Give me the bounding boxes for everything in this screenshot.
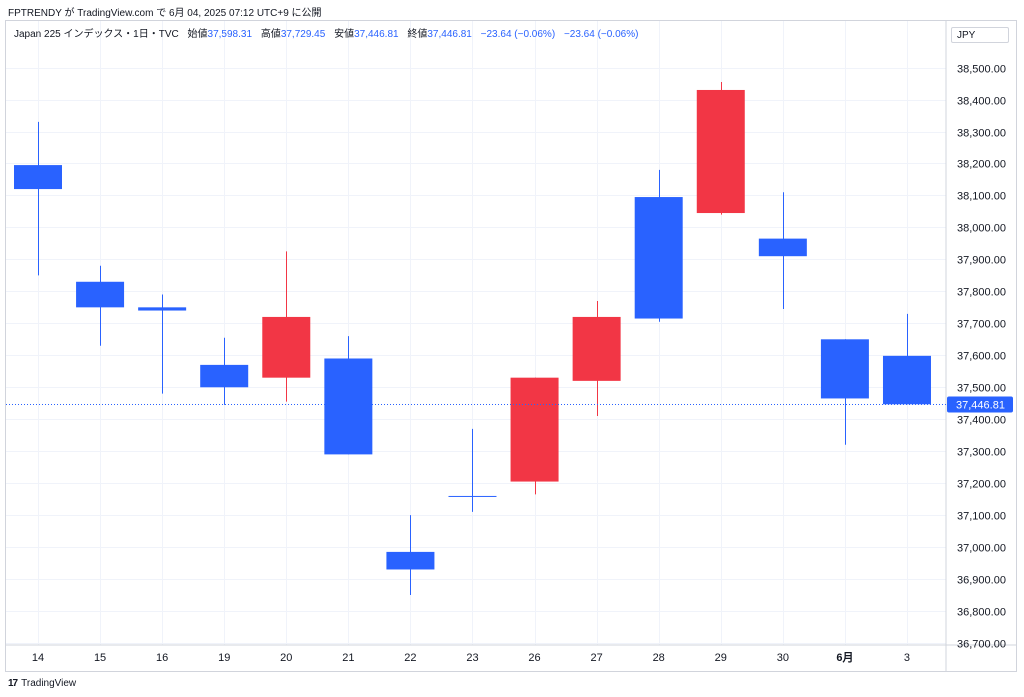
- x-tick-label: 28: [653, 652, 665, 664]
- x-tick-label: 23: [466, 652, 478, 664]
- y-tick-label: 37,100.00: [957, 511, 1006, 523]
- last-price-badge: [947, 396, 1013, 413]
- candle-body: [634, 197, 683, 319]
- y-tick-label: 36,900.00: [957, 575, 1006, 587]
- x-tick-label: 15: [94, 652, 106, 664]
- x-tick-label: 29: [715, 652, 727, 664]
- y-tick-label: 36,700.00: [957, 639, 1006, 651]
- x-axis: 14 15 16 19 20 21 22 23 26 27 28 29 30 6月 3: [32, 651, 910, 664]
- open-label: 始値: [187, 29, 208, 40]
- y-tick-label: 38,300.00: [957, 128, 1006, 140]
- x-tick-label: 6月: [836, 651, 853, 664]
- x-tick-label: 20: [280, 652, 292, 664]
- candle-body: [510, 377, 559, 482]
- x-tick-label: 22: [404, 652, 416, 664]
- last-price-line: 37,446.81: [6, 396, 1013, 413]
- candles: [14, 81, 931, 596]
- y-tick-label: 37,600.00: [957, 351, 1006, 363]
- candle-body: [138, 307, 187, 311]
- change-value: −23.64 (−0.06%): [480, 29, 556, 40]
- x-tick-label: 27: [591, 652, 603, 664]
- y-tick-label: 37,400.00: [957, 415, 1006, 427]
- y-tick-label: 37,300.00: [957, 447, 1006, 459]
- y-tick-label: 37,700.00: [957, 319, 1006, 331]
- candle-body: [820, 339, 869, 399]
- candle-body: [386, 551, 435, 570]
- y-tick-label: 37,800.00: [957, 287, 1006, 299]
- low-value: 37,446.81: [354, 29, 399, 40]
- y-tick-label: 38,400.00: [957, 96, 1006, 108]
- y-tick-label: 37,500.00: [957, 383, 1006, 395]
- candle-body: [758, 238, 807, 257]
- grid-lines: [6, 21, 946, 645]
- candle-body: [14, 165, 62, 190]
- open-value: 37,598.31: [207, 29, 253, 40]
- x-tick-label: 14: [32, 652, 44, 664]
- close-value: 37,446.81: [427, 29, 472, 40]
- y-axis: 36,700.00 36,800.00 36,900.00 37,000.00 37,1…: [957, 64, 1006, 651]
- brand-name: TradingView: [21, 678, 77, 689]
- low-label: 安値: [334, 29, 355, 40]
- y-tick-label: 38,200.00: [957, 159, 1006, 171]
- y-tick-label: 38,000.00: [957, 223, 1006, 235]
- x-tick-label: 26: [528, 652, 540, 664]
- candle-body: [262, 316, 311, 378]
- x-tick-label: 21: [342, 652, 354, 664]
- y-tick-label: 38,100.00: [957, 191, 1006, 203]
- candle-body: [448, 495, 497, 497]
- footer-brand: 17 TradingView: [8, 678, 76, 689]
- last-price-label: 37,446.81: [956, 400, 1005, 412]
- symbol-name: Japan 225 インデックス・1日・TVC: [14, 29, 179, 40]
- candle-body: [572, 316, 621, 381]
- publish-line: FPTRENDY が TradingView.com で 6月 04, 2025…: [8, 8, 322, 19]
- x-tick-label: 3: [904, 652, 910, 664]
- x-tick-label: 30: [777, 652, 789, 664]
- candle-body: [200, 364, 249, 388]
- candle-body: [324, 358, 373, 455]
- high-value: 37,729.45: [280, 29, 326, 40]
- tradingview-logo-icon: 17: [8, 678, 18, 689]
- candle-body: [882, 355, 931, 405]
- symbol-legend: Japan 225 インデックス・1日・TVC 始値37,598.31 高値37…: [14, 25, 638, 40]
- change-value-2: −23.64 (−0.06%): [563, 29, 639, 40]
- x-tick-label: 19: [218, 652, 230, 664]
- high-label: 高値: [260, 29, 281, 40]
- y-tick-label: 37,000.00: [957, 543, 1006, 555]
- y-tick-label: 38,500.00: [957, 64, 1006, 76]
- x-tick-label: 16: [156, 652, 168, 664]
- currency-button[interactable]: JPY: [951, 27, 1009, 43]
- chart-frame: [5, 20, 1017, 672]
- y-tick-label: 37,900.00: [957, 255, 1006, 267]
- y-tick-label: 37,200.00: [957, 479, 1006, 491]
- candle-body: [696, 89, 745, 214]
- y-tick-label: 36,800.00: [957, 607, 1006, 619]
- candle-body: [76, 281, 125, 308]
- close-label: 終値: [407, 29, 428, 40]
